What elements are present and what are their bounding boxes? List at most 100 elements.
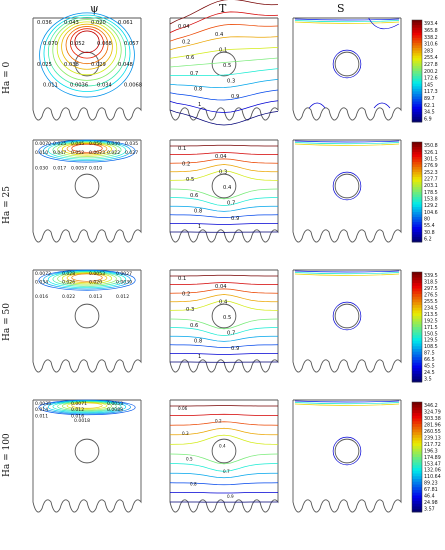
colorbar-2-tick-11: 108.5 <box>424 344 438 350</box>
psi-panel-1: 0.0070 0.025 0.045 0.056 0.040 0.035 0.010 0.04… <box>32 139 142 243</box>
colorbar-1-band-24 <box>412 202 422 205</box>
colorbar-1-tick-12: 55.4 <box>424 223 435 229</box>
colorbar-0-band-32 <box>412 101 422 105</box>
colorbar-3-tick-12: 89.23 <box>424 481 438 487</box>
psi-contour-label-1-1: 0.025 <box>53 141 66 147</box>
colorbar-3: 346.2324.79303.38281.96260.55239.13217.7… <box>411 401 441 513</box>
T-contour-label-3-2: 0.3 <box>182 431 189 436</box>
colorbar-2-band-24 <box>412 338 422 342</box>
colorbar-0-band-8 <box>412 40 422 44</box>
colorbar-1-band-12 <box>412 172 422 175</box>
colorbar-2-band-35 <box>412 368 422 372</box>
psi-contour-label-3-1: 0.0071 <box>71 401 87 407</box>
psi-contour-label-1-8: 0.052 <box>71 150 84 156</box>
colorbar-2-frame <box>411 271 423 383</box>
T-panel-3-cylinder <box>211 438 237 464</box>
header-S: S <box>337 2 345 15</box>
S-lid-contour-2-2 <box>294 273 400 276</box>
colorbar-2-tick-7: 192.5 <box>424 318 438 324</box>
psi-streamline-3-0 <box>38 399 136 416</box>
psi-streamline-2-3 <box>52 271 122 287</box>
colorbar-0-band-39 <box>412 119 422 123</box>
colorbar-1-band-34 <box>412 227 422 230</box>
colorbar-2-tick-8: 171.5 <box>424 325 438 331</box>
psi-contour-label-0-9: 0.038 <box>64 62 79 68</box>
psi-contour-label-1-13: 0.017 <box>53 165 66 171</box>
T-contour-label-1-10: 1 <box>198 224 201 230</box>
psi-streamline-3-4 <box>57 401 117 412</box>
S-lid-contour-3-2 <box>294 403 400 406</box>
colorbar-2-band-14 <box>412 310 422 314</box>
psi-contour-label-1-10: 0.022 <box>107 150 120 156</box>
colorbar-2-band-4 <box>412 283 422 287</box>
psi-panel-0: 0.036 0.043 0.020 0.061 0.070 0.052 0.068 0.057… <box>32 12 142 121</box>
colorbar-1-band-20 <box>412 192 422 195</box>
colorbar-3-tick-0: 346.2 <box>424 403 438 409</box>
psi-streamline-0-7 <box>70 28 104 59</box>
colorbar-2-tick-12: 87.5 <box>424 351 435 357</box>
psi-panel-1-boundary <box>32 140 142 243</box>
colorbar-2-band-0 <box>412 272 422 276</box>
T-contour-label-1-5: 0.4 <box>223 185 232 191</box>
psi-contour-label-0-3: 0.061 <box>118 20 133 26</box>
colorbar-2-band-26 <box>412 343 422 347</box>
colorbar-1-tick-10: 104.6 <box>424 210 438 216</box>
colorbar-2-band-37 <box>412 373 422 377</box>
T-isotherm-3-2 <box>169 421 279 426</box>
psi-panel-3-boundary <box>32 400 142 513</box>
colorbar-0-band-36 <box>412 111 422 115</box>
colorbar-1-tick-7: 178.5 <box>424 190 438 196</box>
colorbar-0-tick-2: 338.2 <box>424 35 438 41</box>
colorbar-0-band-33 <box>412 104 422 108</box>
T-isotherm-3-3 <box>169 427 279 436</box>
T-isotherm-2-4 <box>169 300 279 311</box>
colorbar-2-band-7 <box>412 291 422 295</box>
colorbar-2-band-28 <box>412 349 422 353</box>
psi-contour-label-0-6: 0.068 <box>97 41 112 47</box>
colorbar-3-band-1 <box>412 404 422 408</box>
colorbar-3-band-2 <box>412 407 422 411</box>
colorbar-3-tick-14: 46.4 <box>424 494 435 500</box>
colorbar-1-tick-14: 6.2 <box>424 236 432 242</box>
colorbar-2-band-18 <box>412 321 422 325</box>
colorbar-3-band-18 <box>412 451 422 455</box>
T-contour-label-0-7: 0.3 <box>227 79 235 85</box>
T-isotherm-2-6 <box>169 327 279 337</box>
colorbar-2-band-38 <box>412 376 422 380</box>
psi-contour-label-2-6: 0.020 <box>89 279 102 285</box>
colorbar-3-band-23 <box>412 465 422 469</box>
psi-contour-label-1-5: 0.035 <box>125 141 138 147</box>
T-contour-label-0-3: 0.1 <box>219 47 227 53</box>
colorbar-1-band-18 <box>412 187 422 190</box>
colorbar-0-band-21 <box>412 73 422 77</box>
colorbar-2-band-25 <box>412 340 422 344</box>
colorbar-0-band-18 <box>412 65 422 69</box>
colorbar-0-band-28 <box>412 91 422 95</box>
S-lid-contour-3-1 <box>294 402 400 405</box>
T-contour-label-2-6: 0.6 <box>190 323 198 329</box>
colorbar-1-band-21 <box>412 194 422 198</box>
psi-streamline-1-5 <box>61 142 113 156</box>
colorbar-0-band-22 <box>412 76 422 80</box>
psi-streamline-1-4 <box>57 142 117 157</box>
psi-streamline-3-5 <box>61 401 113 411</box>
T-isotherm-1-1 <box>169 152 279 155</box>
colorbar-0-tick-11: 89.7 <box>424 96 435 102</box>
S-panel-1 <box>292 139 402 243</box>
psi-panel-2-cylinder <box>74 303 100 329</box>
colorbar-0-band-9 <box>412 42 422 46</box>
colorbar-0-band-37 <box>412 114 422 118</box>
colorbar-2-tick-14: 45.5 <box>424 364 435 370</box>
colorbar-1-band-8 <box>412 162 422 165</box>
colorbar-2-band-16 <box>412 316 422 320</box>
colorbar-0-band-29 <box>412 93 422 97</box>
psi-contour-label-2-4: 0.034 <box>35 279 48 285</box>
psi-contour-label-1-6: 0.010 <box>35 150 48 156</box>
S-panel-2-cylinder <box>334 303 360 329</box>
colorbar-0-band-20 <box>412 71 422 74</box>
T-contour-label-0-6: 0.7 <box>190 71 198 77</box>
colorbar-3-band-8 <box>412 424 422 428</box>
colorbar-1-tick-13: 30.8 <box>424 230 435 236</box>
S-lid-contour-3-0 <box>294 400 400 403</box>
colorbar-1-band-11 <box>412 169 422 173</box>
